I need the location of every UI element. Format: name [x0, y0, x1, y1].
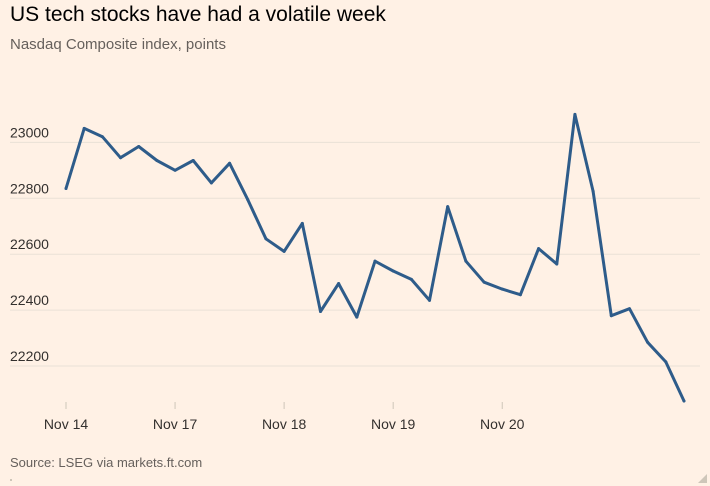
- data-point: [191, 159, 195, 163]
- data-point: [337, 282, 341, 286]
- data-point: [282, 249, 286, 253]
- data-point: [373, 259, 377, 263]
- y-tick-label: 22400: [10, 292, 49, 308]
- x-tick-label: Nov 17: [153, 416, 198, 432]
- data-point: [428, 298, 432, 302]
- data-point: [300, 221, 304, 225]
- data-point: [464, 259, 468, 263]
- y-tick-label: 22600: [10, 236, 49, 252]
- data-point: [137, 145, 141, 149]
- gridlines: [10, 141, 700, 367]
- data-point: [318, 310, 322, 314]
- dot-marker: [10, 479, 12, 481]
- data-point: [609, 314, 613, 318]
- chart-subtitle: Nasdaq Composite index, points: [10, 36, 226, 53]
- y-tick-label: 22200: [10, 348, 49, 364]
- data-point: [64, 186, 68, 190]
- x-tick-label: Nov 14: [44, 416, 89, 432]
- data-point: [409, 277, 413, 281]
- data-point: [155, 159, 159, 163]
- data-point: [518, 293, 522, 297]
- y-tick-label: 22800: [10, 180, 49, 196]
- data-point: [682, 399, 686, 403]
- x-tick-label: Nov 20: [480, 416, 525, 432]
- data-point: [264, 237, 268, 241]
- data-point: [573, 112, 577, 116]
- y-tick-label: 23000: [10, 124, 49, 140]
- data-point: [82, 126, 86, 130]
- data-point: [209, 181, 213, 185]
- series-layer: [64, 112, 686, 403]
- data-point: [246, 198, 250, 202]
- data-point: [355, 315, 359, 319]
- chart-title: US tech stocks have had a volatile week: [10, 3, 386, 26]
- data-point: [591, 189, 595, 193]
- data-point: [555, 262, 559, 266]
- data-point: [100, 135, 104, 139]
- y-axis: 22200 22400 22600 22800 23000: [10, 124, 49, 364]
- data-point: [446, 205, 450, 209]
- data-point: [482, 280, 486, 284]
- data-point: [119, 156, 123, 160]
- x-tick-label: Nov 18: [262, 416, 307, 432]
- source-note: Source: LSEG via markets.ft.com: [10, 455, 203, 470]
- data-point: [500, 287, 504, 291]
- data-point: [664, 360, 668, 364]
- data-point: [646, 340, 650, 344]
- x-axis: Nov 14 Nov 17 Nov 18 Nov 19 Nov 20: [44, 402, 525, 432]
- data-point: [537, 247, 541, 251]
- resize-corner-icon: [698, 474, 707, 483]
- series-line-nasdaq-composite: [64, 112, 686, 403]
- data-point: [228, 161, 232, 165]
- data-point: [173, 168, 177, 172]
- data-point: [627, 307, 631, 311]
- x-tick-label: Nov 19: [371, 416, 416, 432]
- data-point: [391, 269, 395, 273]
